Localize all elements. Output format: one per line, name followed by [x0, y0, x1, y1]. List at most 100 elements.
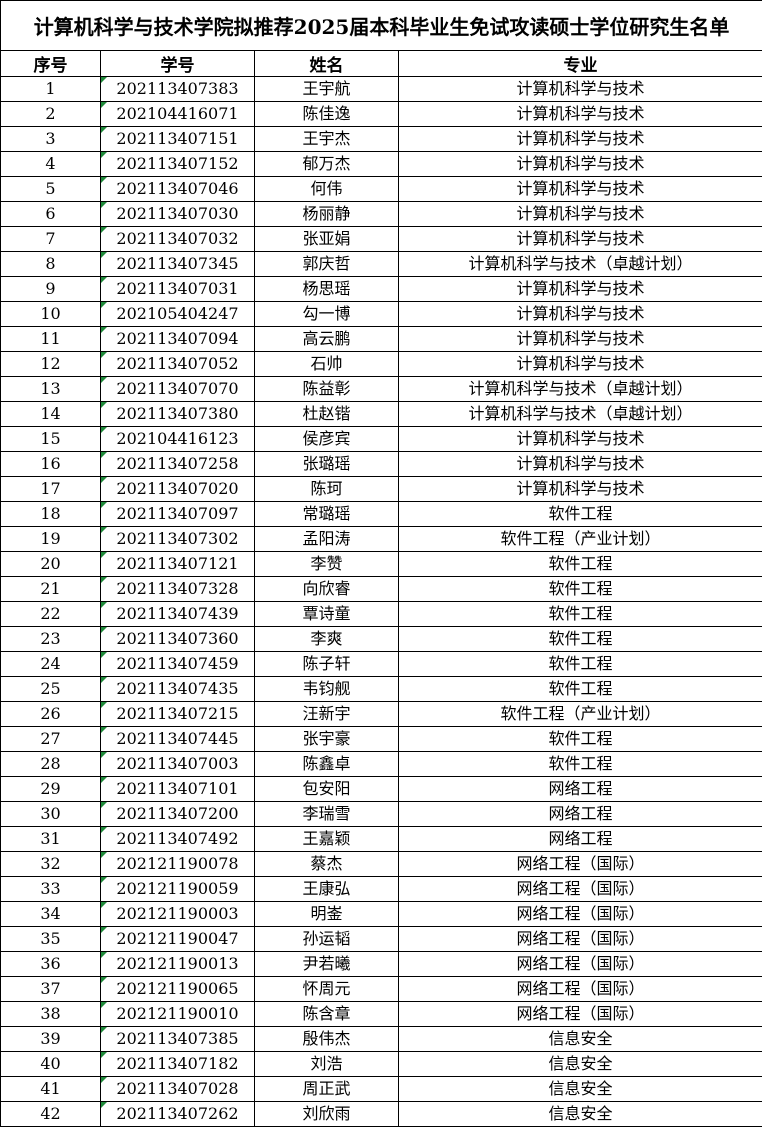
student-id: 202105404247	[101, 302, 255, 327]
student-name: 杜赵锴	[255, 402, 399, 427]
student-id: 202113407435	[101, 677, 255, 702]
student-name: 尹若曦	[255, 952, 399, 977]
text-marker	[101, 1077, 107, 1083]
student-name: 覃诗童	[255, 602, 399, 627]
major: 计算机科学与技术	[399, 477, 762, 502]
text-marker	[101, 152, 107, 158]
text-marker	[101, 252, 107, 258]
student-name: 何伟	[255, 177, 399, 202]
row-number: 14	[1, 402, 101, 427]
row-number: 6	[1, 202, 101, 227]
row-number: 17	[1, 477, 101, 502]
student-name: 明崟	[255, 902, 399, 927]
major: 信息安全	[399, 1077, 762, 1102]
student-id: 202121190010	[101, 1002, 255, 1027]
student-name: 陈益彰	[255, 377, 399, 402]
table-title: 计算机科学与技术学院拟推荐2025届本科毕业生免试攻读硕士学位研究生名单	[1, 1, 762, 51]
text-marker	[101, 402, 107, 408]
row-number: 2	[1, 102, 101, 127]
major: 计算机科学与技术	[399, 202, 762, 227]
row-number: 5	[1, 177, 101, 202]
student-id: 202121190013	[101, 952, 255, 977]
student-id: 202113407030	[101, 202, 255, 227]
text-marker	[101, 1052, 107, 1058]
student-name: 殷伟杰	[255, 1027, 399, 1052]
major: 计算机科学与技术	[399, 352, 762, 377]
row-number: 36	[1, 952, 101, 977]
student-id: 202113407439	[101, 602, 255, 627]
student-name: 常璐瑶	[255, 502, 399, 527]
student-name: 张璐瑶	[255, 452, 399, 477]
text-marker	[101, 127, 107, 133]
text-marker	[101, 1102, 107, 1108]
text-marker	[101, 1027, 107, 1033]
text-marker	[101, 177, 107, 183]
student-id: 202104416071	[101, 102, 255, 127]
row-number: 31	[1, 827, 101, 852]
text-marker	[101, 677, 107, 683]
student-id: 202113407383	[101, 77, 255, 102]
major: 计算机科学与技术	[399, 127, 762, 152]
major: 计算机科学与技术	[399, 227, 762, 252]
row-number: 16	[1, 452, 101, 477]
student-name: 侯彦宾	[255, 427, 399, 452]
student-id: 202113407052	[101, 352, 255, 377]
text-marker	[101, 927, 107, 933]
student-name: 蔡杰	[255, 852, 399, 877]
text-marker	[101, 902, 107, 908]
major: 网络工程（国际）	[399, 902, 762, 927]
student-id: 202113407492	[101, 827, 255, 852]
text-marker	[101, 552, 107, 558]
row-number: 10	[1, 302, 101, 327]
row-number: 35	[1, 927, 101, 952]
major: 网络工程	[399, 777, 762, 802]
student-name: 周正武	[255, 1077, 399, 1102]
student-name: 刘浩	[255, 1052, 399, 1077]
student-id: 202113407200	[101, 802, 255, 827]
major: 计算机科学与技术	[399, 452, 762, 477]
student-name: 杨思瑶	[255, 277, 399, 302]
student-id: 202113407385	[101, 1027, 255, 1052]
major: 网络工程	[399, 827, 762, 852]
text-marker	[101, 952, 107, 958]
student-id: 202121190065	[101, 977, 255, 1002]
row-number: 39	[1, 1027, 101, 1052]
column-header: 学号	[101, 51, 255, 77]
student-id: 202121190078	[101, 852, 255, 877]
student-name: 张亚娟	[255, 227, 399, 252]
text-marker	[101, 502, 107, 508]
row-number: 34	[1, 902, 101, 927]
text-marker	[101, 1002, 107, 1008]
row-number: 37	[1, 977, 101, 1002]
row-number: 21	[1, 577, 101, 602]
major: 计算机科学与技术（卓越计划）	[399, 252, 762, 277]
student-id: 202113407121	[101, 552, 255, 577]
major: 信息安全	[399, 1027, 762, 1052]
major: 计算机科学与技术（卓越计划）	[399, 377, 762, 402]
major: 网络工程（国际）	[399, 877, 762, 902]
student-name: 郁万杰	[255, 152, 399, 177]
student-name: 向欣睿	[255, 577, 399, 602]
text-marker	[101, 877, 107, 883]
student-name: 石帅	[255, 352, 399, 377]
row-number: 18	[1, 502, 101, 527]
student-id: 202113407380	[101, 402, 255, 427]
major: 计算机科学与技术	[399, 177, 762, 202]
text-marker	[101, 827, 107, 833]
text-marker	[101, 277, 107, 283]
major: 计算机科学与技术（卓越计划）	[399, 402, 762, 427]
